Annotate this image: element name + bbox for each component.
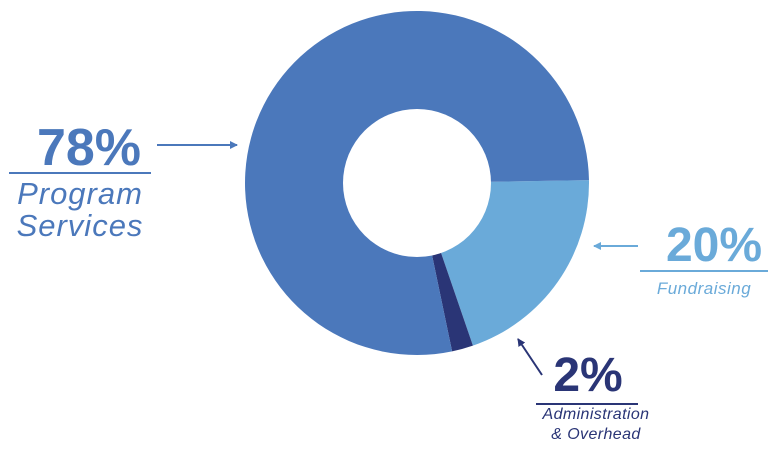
administration-percent: 2% [553,349,623,402]
program-services-percent: 78% [36,119,142,177]
administration-arrow [517,338,543,376]
program-services-underline [9,172,151,174]
fundraising-label: Fundraising [656,279,752,298]
fundraising-underline [640,270,768,272]
program-services-label-line-1: Program [17,176,143,211]
administration-underline [536,403,638,405]
donut-hole [343,109,491,257]
administration-label-line-1: Administration [542,406,650,423]
fundraising-percent: 20% [665,219,763,272]
administration-label-line-2: & Overhead [551,426,641,443]
program-services-label-line-2: Services [16,208,144,243]
